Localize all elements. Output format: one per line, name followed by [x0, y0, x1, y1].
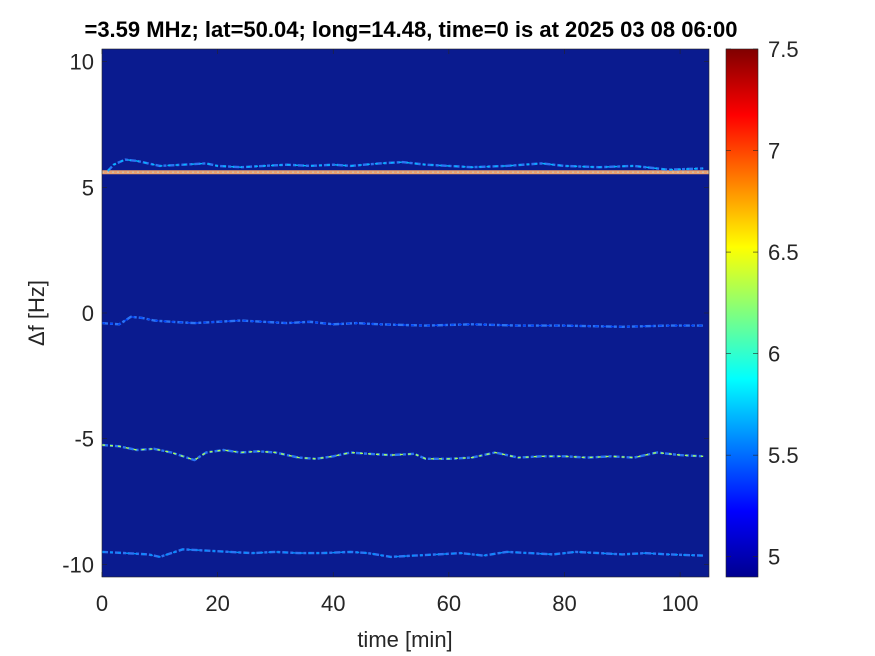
- y-tick-label: 0: [82, 301, 94, 326]
- x-axis-label: time [min]: [357, 627, 452, 652]
- y-tick-label: 5: [82, 175, 94, 200]
- trace-3: [102, 443, 704, 462]
- plot-area: [102, 49, 709, 577]
- x-tick-label: 80: [552, 591, 576, 616]
- x-tick-label: 100: [662, 591, 699, 616]
- colorbar-tick-label: 6.5: [768, 240, 799, 265]
- y-tick-label: -10: [62, 552, 94, 577]
- x-axis-ticks: 0 20 40 60 80 100: [96, 49, 699, 616]
- colorbar-ticks: 5 5.5 6 6.5 7 7.5: [726, 37, 799, 570]
- colorbar-tick-label: 6: [768, 342, 780, 367]
- y-axis-ticks: 10 5 0 -5 -10: [62, 50, 709, 577]
- x-tick-label: 20: [205, 591, 229, 616]
- y-tick-label: 10: [70, 50, 94, 75]
- colorbar-tick-label: 5.5: [768, 443, 799, 468]
- colorbar-tick-label: 5: [768, 545, 780, 570]
- y-axis-label: Δf [Hz]: [24, 280, 49, 346]
- chart-title: =3.59 MHz; lat=50.04; long=14.48, time=0…: [84, 17, 737, 42]
- x-tick-label: 0: [96, 591, 108, 616]
- trace-highlight-1: [107, 158, 704, 172]
- colorbar-tick-label: 7: [768, 139, 780, 164]
- x-tick-label: 60: [437, 591, 461, 616]
- colorbar: [725, 48, 759, 578]
- trace-highlight-4: [102, 548, 704, 558]
- trace-4: [102, 548, 704, 559]
- signal-traces: [102, 158, 709, 559]
- y-tick-label: -5: [74, 427, 94, 452]
- trace-highlight-2: [102, 316, 704, 328]
- colorbar-tick-label: 7.5: [768, 37, 799, 62]
- x-tick-label: 40: [321, 591, 345, 616]
